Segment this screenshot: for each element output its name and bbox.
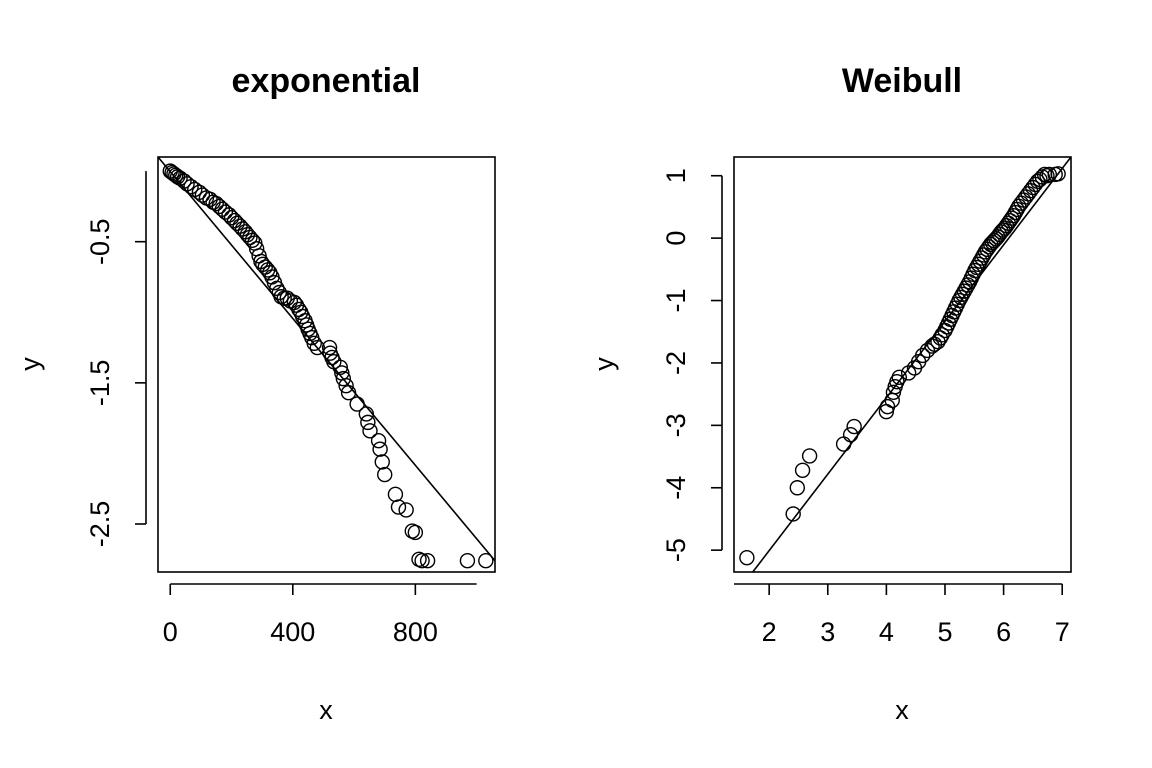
- data-point: [294, 308, 311, 325]
- data-point: [269, 280, 285, 296]
- data-point: [794, 462, 811, 478]
- data-point: [370, 433, 387, 449]
- data-points: [157, 156, 496, 569]
- data-point: [221, 207, 237, 223]
- data-point: [244, 232, 261, 248]
- y-tick-label: -5: [661, 538, 691, 562]
- data-point: [226, 212, 243, 229]
- x-tick-label: 3: [820, 617, 835, 647]
- y-tick-label: -1: [661, 289, 691, 313]
- data-point: [835, 436, 852, 452]
- x-tick-label: 4: [879, 617, 894, 647]
- chart-title: Weibull: [842, 62, 962, 100]
- data-point: [374, 454, 390, 470]
- data-point: [900, 365, 917, 381]
- data-point: [915, 347, 931, 364]
- data-point: [1002, 212, 1018, 229]
- data-point: [398, 502, 414, 518]
- y-tick-label: -2.5: [85, 501, 115, 548]
- x-tick-label: 5: [937, 617, 952, 647]
- data-point: [785, 506, 801, 522]
- axes: 0 400 800 -0.5 -1.5 -2.5: [85, 171, 477, 647]
- y-axis-label: y: [15, 357, 45, 371]
- data-point: [739, 549, 755, 566]
- panel-weibull: Weibull 2 3 4 5 6 7 1 0 -1 -2 -3 -4 -5 x y: [589, 62, 1072, 725]
- panel-exponential: exponential 0 400 800 -0.5 -1.5 -2.5 x y: [15, 62, 496, 725]
- data-point: [309, 339, 326, 356]
- data-point: [377, 466, 393, 483]
- data-point: [1050, 166, 1066, 182]
- data-point: [932, 330, 948, 346]
- data-point: [223, 209, 240, 226]
- data-point: [211, 198, 227, 215]
- data-point: [183, 178, 199, 195]
- data-point: [335, 370, 352, 387]
- x-tick-label: 7: [1055, 617, 1070, 647]
- data-point: [390, 499, 407, 515]
- data-point: [338, 377, 354, 394]
- data-point: [1041, 166, 1058, 183]
- axes: 2 3 4 5 6 7 1 0 -1 -2 -3 -4 -5: [661, 168, 1070, 647]
- y-tick-label: -4: [661, 476, 691, 500]
- data-point: [332, 359, 348, 376]
- data-point: [934, 327, 950, 343]
- data-points: [739, 156, 1072, 573]
- data-point: [842, 427, 859, 443]
- chart-title: exponential: [232, 62, 421, 100]
- plot-frame: [157, 156, 496, 573]
- data-point: [217, 204, 234, 220]
- data-point: [1039, 168, 1055, 184]
- data-point: [789, 480, 805, 496]
- data-point: [168, 167, 184, 184]
- data-point: [478, 553, 494, 569]
- y-axis-label: y: [589, 357, 619, 371]
- data-point: [321, 339, 338, 356]
- data-point: [459, 553, 476, 569]
- data-point: [419, 553, 436, 569]
- data-point: [879, 398, 896, 415]
- data-point: [340, 385, 357, 401]
- data-point: [208, 195, 224, 212]
- data-point: [360, 414, 376, 431]
- y-tick-label: -1.5: [85, 360, 115, 407]
- data-point: [242, 229, 258, 246]
- x-tick-label: 6: [996, 617, 1011, 647]
- data-point: [372, 441, 388, 457]
- y-tick-label: -0.5: [85, 218, 115, 265]
- data-point: [358, 406, 375, 422]
- x-tick-label: 2: [762, 617, 777, 647]
- x-tick-label: 0: [163, 617, 178, 647]
- data-point: [179, 176, 195, 192]
- x-tick-label: 400: [270, 617, 315, 647]
- data-point: [801, 448, 818, 464]
- data-point: [164, 164, 180, 181]
- data-point: [306, 335, 322, 352]
- y-tick-label: -3: [661, 413, 691, 437]
- data-point: [1032, 171, 1048, 188]
- data-point: [229, 215, 245, 232]
- x-axis-label: x: [319, 695, 333, 725]
- data-point: [349, 396, 365, 412]
- data-point: [387, 486, 404, 503]
- x-tick-label: 800: [393, 617, 438, 647]
- x-axis-label: x: [895, 695, 909, 725]
- data-point: [194, 187, 211, 203]
- data-point: [891, 369, 907, 385]
- data-point: [407, 524, 424, 541]
- plot-frame: [733, 156, 1072, 573]
- y-tick-label: 0: [661, 231, 691, 246]
- data-point: [414, 553, 430, 569]
- y-tick-label: 1: [661, 168, 691, 183]
- y-tick-label: -2: [661, 351, 691, 375]
- data-point: [187, 181, 203, 198]
- data-point: [846, 418, 862, 435]
- data-point: [362, 423, 378, 439]
